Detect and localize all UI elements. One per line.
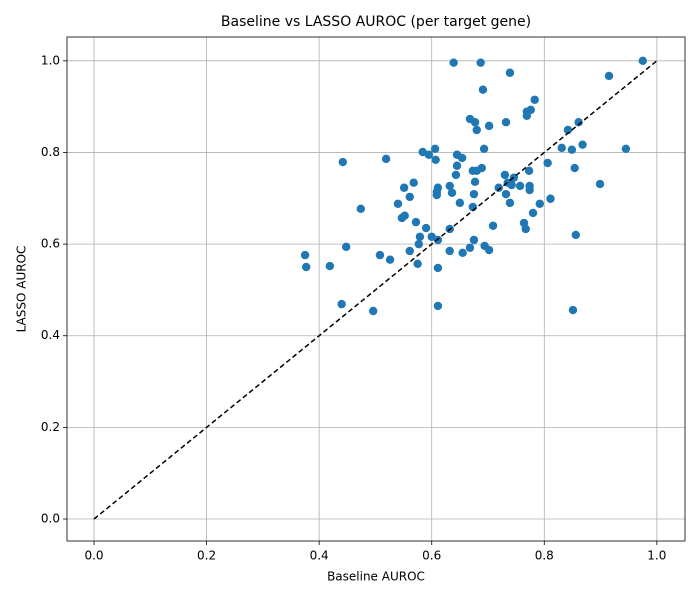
scatter-point: [470, 118, 480, 127]
scatter-point: [507, 180, 516, 190]
y-tick-label: 0.0: [41, 512, 60, 526]
scatter-point: [457, 153, 467, 163]
scatter-point: [515, 181, 525, 191]
scatter-point: [505, 198, 515, 208]
scatter-point: [455, 198, 465, 208]
scatter-point: [567, 145, 577, 154]
scatter-point: [337, 299, 346, 309]
scatter-point: [546, 194, 555, 203]
scatter-point: [488, 221, 498, 230]
scatter-point: [568, 305, 578, 315]
scatter-point: [405, 246, 414, 256]
scatter-point: [375, 250, 385, 260]
scatter-point: [557, 143, 566, 153]
scatter-point: [413, 259, 422, 268]
scatter-point: [451, 170, 461, 180]
scatter-point: [445, 246, 454, 256]
scatter-point: [465, 243, 475, 252]
scatter-point: [427, 232, 436, 241]
plot-frame: [66, 36, 686, 542]
scatter-point: [543, 158, 552, 168]
scatter-point: [381, 154, 391, 164]
x-tick-label: 1.0: [647, 549, 666, 563]
scatter-point: [479, 144, 489, 153]
scatter-point: [472, 125, 481, 135]
scatter-point: [458, 248, 467, 258]
scatter-point: [424, 150, 434, 159]
scatter-point: [469, 235, 479, 245]
scatter-point: [399, 183, 409, 192]
scatter-point: [501, 189, 511, 199]
scatter-point: [452, 161, 462, 170]
scatter-point: [476, 58, 485, 67]
scatter-point: [494, 183, 503, 192]
scatter-point: [302, 262, 311, 272]
x-tick-label: 0.2: [197, 549, 216, 563]
scatter-point: [525, 185, 534, 195]
scatter-point: [522, 111, 532, 121]
scatter-point: [478, 85, 488, 94]
scatter-point: [472, 166, 481, 175]
scatter-point: [397, 213, 407, 223]
scatter-point: [563, 125, 573, 135]
scatter-point: [484, 245, 494, 255]
scatter-point: [500, 170, 510, 180]
scatter-point: [505, 68, 515, 77]
x-axis-label: Baseline AUROC: [327, 570, 425, 584]
scatter-point: [445, 181, 454, 191]
scatter-point: [300, 250, 310, 260]
x-tick-label: 0.0: [84, 549, 103, 563]
scatter-point: [433, 301, 443, 311]
scatter-point: [578, 140, 587, 149]
y-tick-label: 0.8: [41, 145, 60, 159]
scatter-point: [415, 232, 425, 241]
scatter-point: [470, 177, 480, 186]
scatter-point: [621, 144, 631, 153]
scatter-point: [421, 223, 431, 233]
scatter-point: [604, 71, 614, 81]
scatter-point: [430, 144, 440, 153]
chart-title: Baseline vs LASSO AUROC (per target gene…: [221, 14, 531, 30]
scatter-point: [571, 230, 581, 240]
scatter-point: [431, 155, 440, 164]
scatter-point: [469, 189, 479, 199]
y-tick-label: 1.0: [41, 53, 60, 67]
scatter-point: [521, 224, 530, 234]
scatter-point: [595, 179, 605, 189]
y-tick-label: 0.6: [41, 237, 60, 251]
scatter-point: [530, 95, 539, 104]
scatter-point: [414, 239, 423, 249]
x-tick-label: 0.6: [422, 549, 441, 563]
scatter-point: [535, 199, 544, 208]
scatter-point: [409, 178, 418, 187]
x-tick-label: 0.8: [535, 549, 554, 563]
scatter-point: [501, 118, 511, 127]
scatter-point: [449, 58, 458, 67]
scatter-point: [433, 263, 443, 273]
scatter-point: [638, 56, 647, 66]
scatter-point: [574, 118, 583, 127]
scatter-point: [393, 199, 403, 208]
scatter-point: [341, 242, 351, 252]
scatter-point: [447, 188, 457, 197]
scatter-point: [385, 255, 395, 264]
scatter-point: [524, 166, 534, 175]
y-tick-label: 0.2: [41, 420, 60, 434]
scatter-point: [570, 163, 579, 173]
scatter-point: [405, 192, 414, 202]
scatter-point: [484, 121, 494, 131]
scatter-point: [325, 261, 335, 271]
x-tick-label: 0.4: [310, 549, 329, 563]
y-tick-label: 0.4: [41, 328, 60, 342]
reference-line: [93, 60, 658, 520]
scatter-point: [432, 190, 441, 200]
scatter-point: [411, 217, 421, 227]
scatter-point: [368, 306, 378, 316]
scatter-point: [356, 204, 366, 214]
scatter-point: [338, 157, 347, 167]
scatter-point: [528, 208, 538, 218]
y-axis-label: LASSO AUROC: [15, 246, 29, 333]
